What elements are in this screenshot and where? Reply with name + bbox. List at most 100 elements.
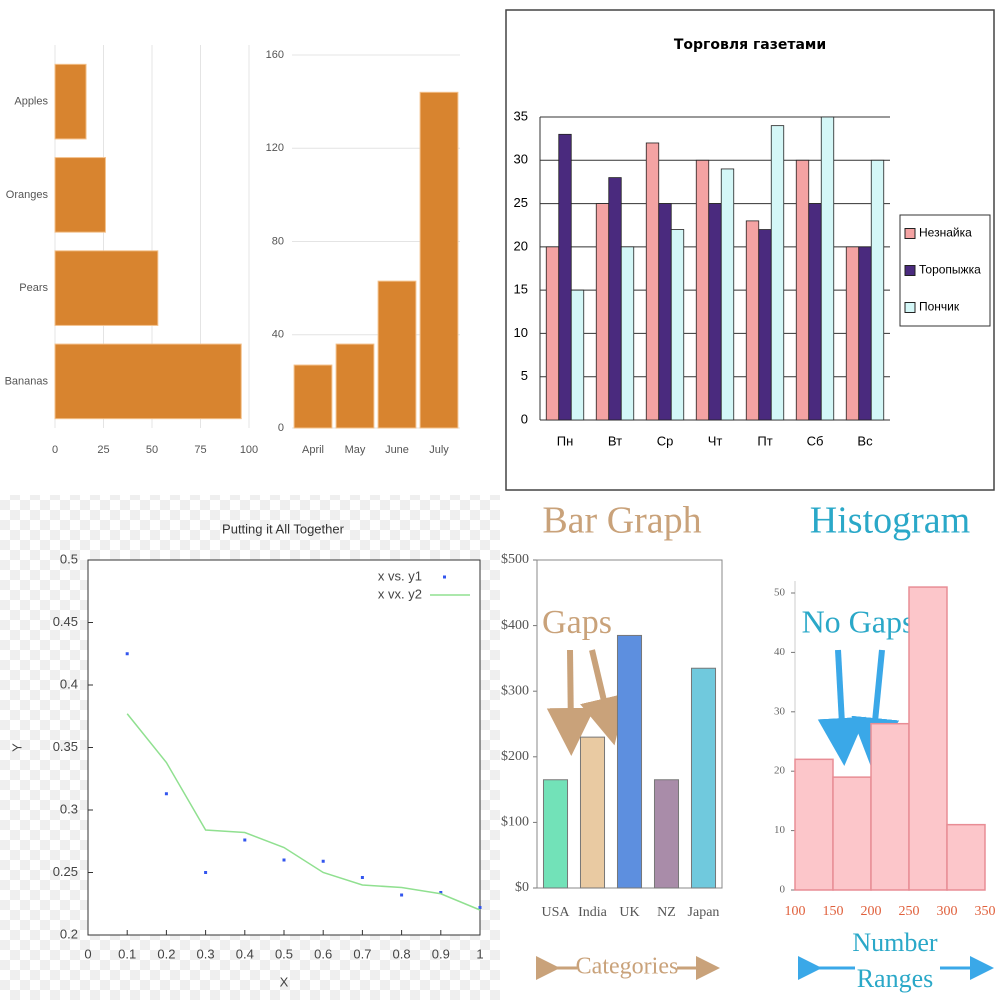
x-tick-label: Чт <box>708 433 723 448</box>
x-tick-label: Japan <box>688 905 720 920</box>
y-tick-label: $300 <box>501 683 529 698</box>
y-tick-label: Pears <box>19 282 48 294</box>
bar <box>608 177 622 421</box>
x-tick-label: Ср <box>657 433 674 448</box>
bar <box>795 159 810 421</box>
legend-swatch <box>904 302 916 313</box>
x-tick-label: 300 <box>937 904 958 919</box>
x-tick-label: Сб <box>807 433 824 448</box>
y-tick-label: Apples <box>14 96 48 108</box>
x-tick-label: 100 <box>785 904 806 919</box>
arrow <box>817 649 866 766</box>
y-tick-label: $400 <box>501 618 529 633</box>
chart-title: Bar Graph <box>542 500 701 542</box>
bar <box>946 823 986 891</box>
legend-label: Торопыжка <box>919 263 981 277</box>
y-tick-label: $100 <box>501 815 529 830</box>
bar <box>570 289 585 421</box>
y-tick-label: 0.5 <box>60 551 78 566</box>
y-tick-label: 40 <box>774 646 786 658</box>
chart-title: Putting it All Together <box>222 521 345 536</box>
bar <box>908 586 948 891</box>
bar <box>832 776 872 891</box>
y-tick-label: Bananas <box>5 375 49 387</box>
x-tick-label: 250 <box>899 904 920 919</box>
point <box>164 792 168 796</box>
bar <box>54 157 106 233</box>
arrow <box>546 649 595 756</box>
label-backdrop <box>577 952 677 984</box>
bar <box>620 246 635 421</box>
point <box>125 652 129 656</box>
bar <box>670 229 685 421</box>
x-tick-label: 0 <box>52 444 58 456</box>
y-tick-label: 0 <box>278 422 284 434</box>
x-axis-label: Ranges <box>857 964 934 993</box>
arrow <box>580 649 627 746</box>
x-tick-label: 75 <box>194 444 206 456</box>
bar <box>616 634 643 889</box>
x-tick-label: July <box>429 444 449 456</box>
x-tick-label: 0.9 <box>432 946 450 961</box>
x-tick-label: USA <box>541 905 570 920</box>
y-tick-label: 160 <box>266 49 284 61</box>
x-tick-label: 0.4 <box>236 946 254 961</box>
y-tick-label: 15 <box>514 282 528 297</box>
y-tick-label: $0 <box>515 880 529 895</box>
bar <box>545 246 560 421</box>
chart-title: Торговля газетами <box>674 37 826 53</box>
y-axis-label: Y <box>9 743 24 752</box>
y-tick-label: 0 <box>780 884 786 896</box>
bar <box>870 159 885 421</box>
legend-label: x vs. y1 <box>378 568 422 583</box>
bar <box>419 91 459 429</box>
y-tick-label: 0.3 <box>60 801 78 816</box>
bar <box>820 116 835 421</box>
bar <box>794 758 834 891</box>
bar <box>695 159 710 421</box>
bar <box>720 168 735 421</box>
legend-swatch <box>904 265 916 276</box>
x-tick-label: 150 <box>823 904 844 919</box>
y-tick-label: 40 <box>272 329 284 341</box>
bar <box>658 203 672 421</box>
point <box>439 891 443 894</box>
bar <box>293 364 333 429</box>
x-tick-label: Вт <box>608 433 622 448</box>
x-tick-label: 100 <box>240 444 258 456</box>
bar <box>870 722 910 891</box>
bar <box>770 125 785 421</box>
legend-label: Незнайка <box>919 226 972 240</box>
x-axis-label: Number <box>852 928 938 957</box>
x-tick-label: 1 <box>476 946 483 961</box>
point <box>478 906 482 909</box>
x-tick-label: Пт <box>757 433 772 448</box>
bar <box>645 142 660 421</box>
y-tick-label: 20 <box>774 765 786 777</box>
y-tick-label: 35 <box>514 108 528 123</box>
point <box>243 838 247 842</box>
chart-title: Histogram <box>810 500 970 542</box>
bar <box>758 229 772 421</box>
y-tick-label: 0.25 <box>53 864 78 879</box>
point <box>321 859 325 863</box>
y-tick-label: Oranges <box>6 189 49 201</box>
legend-label: Пончик <box>919 300 960 314</box>
y-tick-label: 0.35 <box>53 739 78 754</box>
x-tick-label: 0.6 <box>314 946 332 961</box>
bar <box>335 343 375 429</box>
x-axis-label: Categories <box>576 954 679 980</box>
bar <box>708 203 722 421</box>
y-tick-label: 120 <box>266 142 284 154</box>
x-tick-label: 0.1 <box>118 946 136 961</box>
bar <box>54 63 87 140</box>
bar <box>542 779 569 889</box>
bar <box>858 246 872 421</box>
x-tick-label: 50 <box>146 444 158 456</box>
x-tick-label: Вс <box>857 433 873 448</box>
y-tick-label: 30 <box>774 705 786 717</box>
x-tick-label: Пн <box>557 433 574 448</box>
legend-swatch <box>904 228 916 239</box>
x-tick-label: India <box>578 905 608 920</box>
y-tick-label: 0.2 <box>60 926 78 941</box>
